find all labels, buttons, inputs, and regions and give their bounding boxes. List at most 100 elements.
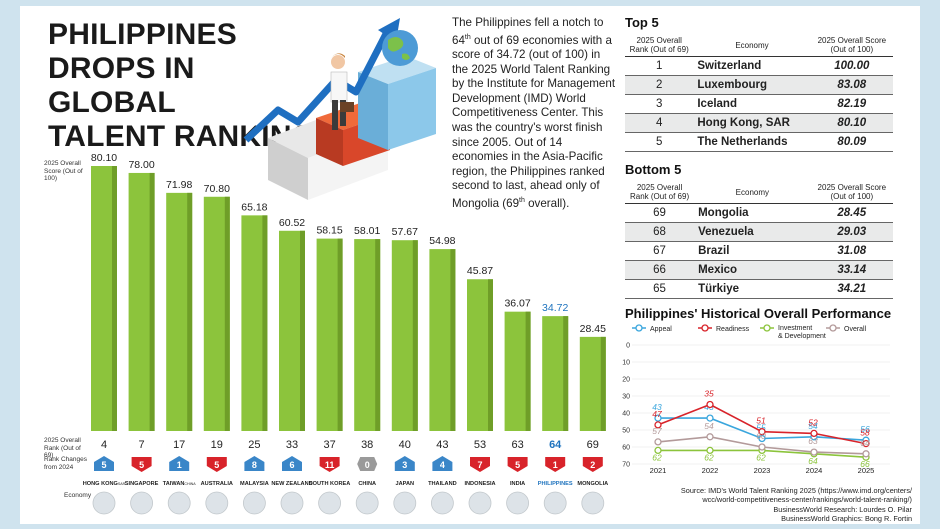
headline: PHILIPPINES DROPS IN GLOBAL TALENT RANKI… — [48, 18, 318, 154]
rank-change-down-icon — [507, 457, 528, 472]
legend-label: Overall — [844, 326, 867, 333]
flag-icon — [318, 491, 342, 515]
rank-change-down-icon — [545, 457, 566, 472]
rank-label: 43 — [436, 439, 448, 451]
legend-marker — [829, 324, 837, 332]
series-data-label: 64 — [860, 438, 870, 448]
top5-economy-cell: Iceland — [693, 94, 811, 114]
bar-shade — [525, 311, 531, 431]
bottom5-row: 69 Mongolia 28.45 — [625, 203, 893, 223]
bottom5-score-cell: 34.21 — [810, 279, 893, 299]
top5-score-cell: 83.08 — [810, 75, 893, 95]
series-point — [654, 446, 662, 455]
series-data-label: 54 — [704, 421, 714, 431]
bar-value-label: 70.80 — [204, 183, 230, 195]
series-data-label: 51 — [756, 416, 766, 426]
bar-shade — [563, 316, 569, 431]
series-point — [810, 429, 818, 438]
top5-rank-cell: 3 — [625, 94, 694, 114]
series-point — [654, 414, 662, 422]
economy-row-label: Economy — [64, 492, 92, 499]
series-data-label: 54 — [808, 421, 818, 431]
bottom5-rank-cell: 67 — [625, 241, 695, 261]
x-tick-label: 2024 — [806, 466, 823, 475]
intro-paragraph: The Philippines fell a notch to 64th out… — [452, 16, 616, 210]
growth-arrow — [243, 28, 392, 143]
top5-score-cell: 82.19 — [810, 94, 893, 114]
legend-label: Appeal — [650, 326, 672, 333]
rank-change-down-icon — [582, 457, 603, 472]
rank-label: 38 — [361, 439, 373, 451]
line-chart-title: Philippines' Historical Overall Performa… — [625, 306, 892, 321]
rank-change-up-icon — [244, 456, 265, 471]
bar-value-label: 78.00 — [128, 159, 154, 171]
rank-label: 4 — [101, 439, 107, 451]
flag-icon — [280, 491, 304, 515]
top5-row: 1 Switzerland 100.00 — [625, 56, 893, 76]
top5-economy-cell: The Netherlands — [693, 132, 811, 152]
bottom5-row: 68 Venezuela 29.03 — [625, 222, 893, 242]
series-point — [706, 446, 714, 455]
series-point — [654, 421, 662, 429]
bar-shade — [262, 215, 268, 431]
bar-shade — [450, 249, 456, 431]
bar-value-label: 28.45 — [580, 323, 606, 335]
bar-shade — [300, 230, 305, 431]
rank-label: 53 — [474, 439, 486, 451]
top5-score-cell: 80.10 — [810, 113, 893, 133]
top5-row: 4 Hong Kong, SAR 80.10 — [625, 113, 893, 133]
top5-economy-cell: Hong Kong, SAR — [693, 113, 811, 133]
flag-icon — [581, 491, 605, 515]
category-suffix: SAR — [118, 482, 126, 486]
rank-change-label: 5 — [139, 460, 144, 470]
series-point — [758, 428, 766, 436]
series-data-label: 58 — [860, 428, 870, 438]
top5-col-economy: Economy — [693, 34, 811, 57]
rank-change-label: 3 — [402, 460, 407, 470]
bottom5-row: 65 Türkiye 34.21 — [625, 279, 893, 299]
top5-rows: 1 Switzerland 100.00 2 Luxembourg 83.08 3 Icela… — [625, 56, 893, 152]
series-data-label: 60 — [756, 431, 766, 441]
bottom5-row: 67 Brazil 31.08 — [625, 241, 893, 261]
series-point — [758, 443, 766, 451]
flag-icon — [506, 491, 529, 515]
series-data-label: 66 — [860, 459, 870, 469]
source-line-3: BusinessWorld Research: Lourdes O. Pilar — [773, 504, 912, 514]
source-line-1: Source: IMD's World Talent Ranking 2025 … — [680, 486, 912, 495]
rank-change-down-icon — [470, 457, 490, 472]
rank-label: 37 — [323, 439, 335, 451]
top5-rank-cell: 5 — [625, 132, 694, 152]
series-point — [706, 400, 714, 409]
series-data-label: 62 — [652, 452, 662, 462]
x-tick-label: 2022 — [702, 466, 719, 475]
series-point — [706, 433, 714, 441]
bottom5-rank-cell: 68 — [625, 222, 695, 242]
rank-label: 40 — [399, 439, 411, 451]
illustration — [243, 18, 436, 200]
x-tick-label: 2021 — [650, 466, 667, 475]
rank-change-down-icon — [206, 457, 227, 472]
series-point — [862, 439, 870, 448]
top5-score-cell: 100.00 — [810, 56, 893, 76]
series-data-label: 57 — [652, 426, 662, 436]
flag-icon — [167, 491, 191, 515]
step-side-white — [268, 138, 308, 200]
flag-icon — [543, 491, 567, 515]
bar-shade — [375, 239, 381, 431]
flag-icon — [130, 491, 154, 515]
bar-shade — [112, 166, 117, 431]
rank-change-up-icon — [282, 456, 302, 471]
bottom5-col-economy: Economy — [694, 181, 811, 204]
flag-icon — [355, 491, 379, 515]
rank-change-down-icon — [319, 457, 340, 472]
bar-shade — [149, 172, 155, 431]
legend-marker — [701, 324, 709, 332]
bottom5-col-rank: 2025 Overall Rank (Out of 69) — [625, 181, 695, 204]
category-label: MONGOLIA — [577, 481, 608, 487]
bottom5-score-cell: 33.14 — [810, 260, 893, 280]
category-suffix: CHINA — [184, 482, 196, 486]
category-label: SINGAPORE — [125, 481, 159, 487]
rank-change-label: 6 — [289, 460, 294, 470]
rank-row-label: 2025 Overall Rank (Out of 69) — [44, 437, 81, 459]
